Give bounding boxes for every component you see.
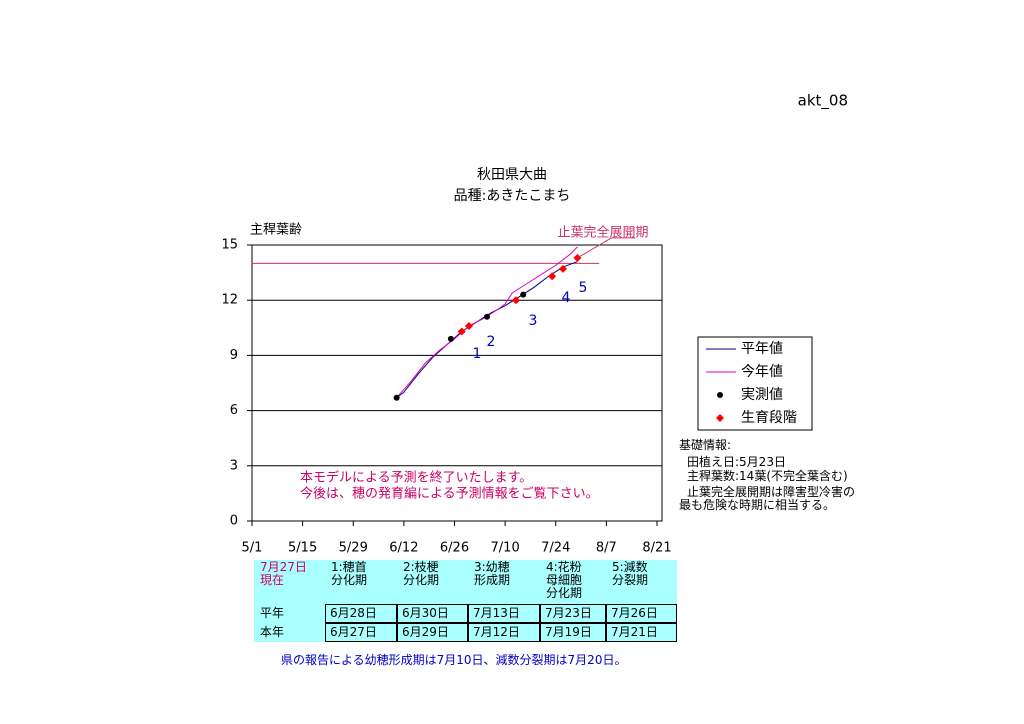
- y-tick-label: 9: [230, 348, 238, 363]
- stage-label: 5: [579, 280, 588, 296]
- y-tick-label: 3: [230, 458, 238, 473]
- info-line: 主稈葉数:14葉(不完全葉含む): [687, 469, 848, 483]
- x-tick-label: 7/10: [491, 541, 520, 556]
- header-cell: 4:花粉 母細胞 分化期: [540, 560, 606, 604]
- legend-label: 実測値: [741, 387, 783, 403]
- header-cell: 1:穂首 分化期: [325, 560, 397, 604]
- stage-label: 1: [473, 346, 482, 362]
- header-text: 分化期: [546, 586, 583, 600]
- info-title: 基礎情報:: [679, 438, 732, 452]
- message: 本モデルによる予測を終了いたします。: [300, 470, 532, 486]
- y-tick-label: 12: [221, 293, 238, 308]
- measured-point: [484, 313, 491, 320]
- measured-point: [393, 394, 400, 401]
- header-text: 形成期: [474, 573, 511, 587]
- header-text: 3:幼穂: [474, 560, 510, 574]
- stage-label: 4: [562, 290, 571, 306]
- x-tick-label: 8/7: [596, 541, 617, 556]
- header-cell: 7月27日 現在: [254, 560, 325, 604]
- annotation: 止葉完全展開期: [557, 225, 648, 241]
- y-tick-label: 0: [230, 514, 238, 529]
- header-text: 母細胞: [546, 573, 583, 587]
- x-tick-label: 8/21: [642, 541, 671, 556]
- table-cell: 7月23日: [540, 604, 606, 623]
- legend: [697, 336, 813, 431]
- table-cell: 7月19日: [540, 623, 606, 642]
- x-tick-label: 6/26: [440, 541, 469, 556]
- message: 今後は、穂の発育編による予測情報をご覧下さい。: [300, 486, 599, 502]
- measured-point: [520, 291, 527, 298]
- footnote: 県の報告による幼穂形成期は7月10日、減数分裂期は7月20日。: [281, 653, 627, 667]
- y-tick-label: 15: [221, 238, 238, 253]
- legend-label: 生育段階: [741, 410, 797, 426]
- annotation-leader: [577, 237, 636, 259]
- stage-point: [457, 327, 466, 336]
- table-cell: 7月12日: [468, 623, 540, 642]
- legend-diamond: [716, 414, 724, 422]
- x-tick-label: 5/29: [339, 541, 368, 556]
- stage-point: [464, 321, 473, 330]
- header-text: 2:枝梗: [403, 560, 439, 574]
- table-cell: 平年: [254, 604, 325, 623]
- header-cell: 5:減数 分裂期: [606, 560, 677, 604]
- table-cell: 6月27日: [325, 623, 397, 642]
- stage-point: [558, 264, 567, 273]
- table-cell: 6月28日: [325, 604, 397, 623]
- stage-point: [548, 272, 557, 281]
- legend-label: 平年値: [741, 341, 783, 357]
- header-cell: 3:幼穂 形成期: [468, 560, 540, 604]
- x-tick-label: 6/12: [389, 541, 418, 556]
- header-cell: 2:枝梗 分化期: [397, 560, 468, 604]
- header-text: 分化期: [403, 573, 440, 587]
- table-cell: 7月21日: [606, 623, 677, 642]
- stage-label: 3: [529, 313, 538, 329]
- info-note: 止葉完全展開期は障害型冷害の: [687, 485, 856, 499]
- header-text: 分裂期: [612, 573, 649, 587]
- header-text: 現在: [260, 573, 285, 587]
- header-text: 1:穂首: [331, 560, 367, 574]
- series-line: [396, 246, 578, 399]
- legend-dot: [717, 392, 723, 398]
- legend-label: 今年値: [741, 364, 783, 380]
- chart-title: 秋田県大曲: [477, 167, 547, 183]
- info-note: 最も危険な時期に相当する。: [679, 498, 836, 512]
- header-text: 7月27日: [260, 560, 307, 574]
- x-tick-label: 5/15: [288, 541, 317, 556]
- y-axis-label: 主稈葉齢: [250, 223, 302, 238]
- table-cell: 本年: [254, 623, 325, 642]
- info-line: 田植え日:5月23日: [687, 455, 786, 469]
- header-text: 4:花粉: [546, 560, 582, 574]
- stage-label: 2: [487, 334, 496, 350]
- x-tick-label: 7/24: [541, 541, 570, 556]
- table-cell: 7月26日: [606, 604, 677, 623]
- table-cell: 6月29日: [397, 623, 468, 642]
- chart-subtitle: 品種:あきたこまち: [454, 188, 571, 204]
- series-line: [396, 261, 578, 399]
- page-id: akt_08: [798, 92, 848, 111]
- stage-point: [511, 296, 520, 305]
- header-text: 5:減数: [612, 560, 648, 574]
- x-tick-label: 5/1: [242, 541, 263, 556]
- table-cell: 7月13日: [468, 604, 540, 623]
- header-text: 分化期: [331, 573, 368, 587]
- measured-point: [447, 335, 454, 342]
- y-tick-label: 6: [230, 403, 238, 418]
- table-cell: 6月30日: [397, 604, 468, 623]
